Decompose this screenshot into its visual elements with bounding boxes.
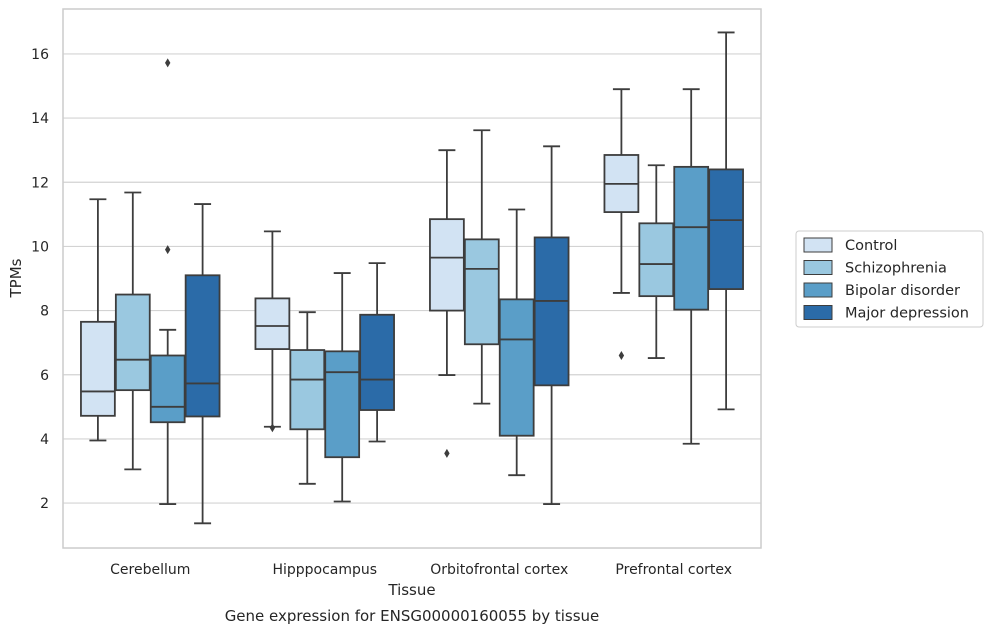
legend-swatch <box>803 237 833 253</box>
box-body <box>114 293 151 392</box>
x-axis-label: Tissue <box>387 581 435 599</box>
box-schizophrenia <box>114 191 151 471</box>
box-body <box>184 274 221 418</box>
box-major-depression <box>184 203 221 525</box>
y-tick-label: 10 <box>31 239 49 255</box>
box-bipolar-disorder <box>324 272 361 503</box>
legend-swatch <box>803 305 833 320</box>
x-tick-label: Hipppocampus <box>272 562 377 578</box>
box-bipolar-disorder <box>149 58 186 505</box>
box-major-depression <box>708 31 744 411</box>
y-tick-label: 12 <box>31 175 49 191</box>
y-tick-label: 14 <box>31 111 49 127</box>
plot-area <box>80 31 744 525</box>
y-axis-label: TPMs <box>7 258 25 298</box>
box-body <box>254 297 291 350</box>
box-body <box>533 236 570 387</box>
box-bipolar-disorder <box>498 208 535 477</box>
legend-label: Major depression <box>845 306 969 322</box>
box-control <box>80 198 116 442</box>
box-control <box>429 149 465 458</box>
box-body <box>289 349 326 431</box>
x-tick-label: Orbitofrontal cortex <box>430 562 568 578</box>
legend: Control Schizophrenia Bipolar disorder Majo… <box>795 230 984 328</box>
y-tick-label: 4 <box>40 432 49 448</box>
box-major-depression <box>533 145 570 505</box>
box-body <box>708 168 744 290</box>
legend-label: Bipolar disorder <box>845 283 960 299</box>
box-body <box>80 320 116 417</box>
outlier-point <box>269 423 276 433</box>
box-control <box>254 230 291 433</box>
box-body <box>149 354 186 424</box>
box-body <box>324 350 361 459</box>
box-body <box>359 313 395 411</box>
box-schizophrenia <box>638 164 675 359</box>
legend-label: Schizophrenia <box>845 261 947 277</box>
y-tick-label: 2 <box>40 496 49 512</box>
y-tick-labels: 2 4 6 8 10 12 14 16 <box>31 47 49 512</box>
box-body <box>638 222 675 298</box>
y-tick-label: 8 <box>40 304 49 320</box>
plot-frame <box>62 8 762 549</box>
x-tick-labels: Cerebellum Hipppocampus Orbitofrontal cort… <box>110 562 732 578</box>
outlier-point <box>165 58 171 68</box>
box-control <box>603 88 640 360</box>
x-tick-label: Cerebellum <box>110 562 190 578</box>
box-body <box>498 298 535 437</box>
box-body <box>673 165 710 311</box>
box-body <box>429 218 465 312</box>
chart-caption: Gene expression for ENSG00000160055 by t… <box>225 607 600 625</box>
outlier-point <box>165 245 171 255</box>
box-schizophrenia <box>289 311 326 485</box>
y-tick-label: 6 <box>40 368 49 384</box>
y-tick-label: 16 <box>31 47 49 63</box>
outlier-point <box>618 351 625 360</box>
box-major-depression <box>359 262 395 443</box>
outlier-point <box>444 448 450 458</box>
box-body <box>463 238 500 346</box>
x-tick-label: Prefrontal cortex <box>615 562 732 578</box>
box-schizophrenia <box>463 129 500 405</box>
box-bipolar-disorder <box>673 88 710 445</box>
legend-label: Control <box>845 238 897 254</box>
legend-swatch <box>803 282 833 298</box>
legend-swatch <box>803 260 833 275</box>
legend-frame <box>795 230 984 328</box>
